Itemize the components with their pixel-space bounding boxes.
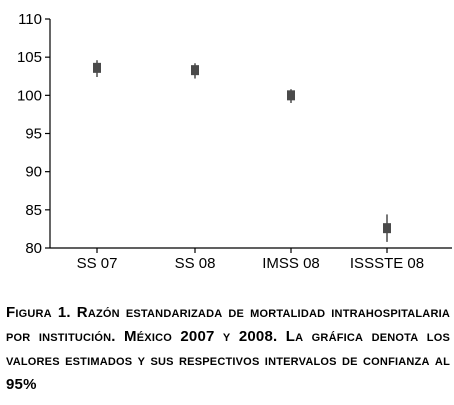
x-tick-label-1: SS 08 [175, 255, 216, 272]
x-tick-label-3: ISSSTE 08 [350, 255, 424, 272]
y-tick-label-85: 85 [25, 202, 42, 219]
y-tick-label-80: 80 [25, 240, 42, 257]
y-tick-label-95: 95 [25, 126, 42, 143]
y-axis: 80 85 90 95 100 105 110 [17, 11, 51, 257]
point-marker-0 [93, 62, 101, 73]
data-points [93, 60, 391, 242]
y-tick-label-100: 100 [17, 87, 42, 104]
point-marker-2 [287, 90, 295, 101]
point-marker-1 [191, 65, 199, 76]
x-tick-label-0: SS 07 [77, 255, 118, 272]
y-tick-label-110: 110 [18, 11, 42, 28]
figure-caption: Figura 1. Razón estandarizada de mortali… [6, 304, 450, 393]
y-tick-label-90: 90 [25, 164, 42, 181]
y-tick-label-105: 105 [17, 49, 42, 66]
chart: 80 85 90 95 100 105 110 SS 07 SS 08 IMSS 08 ISSST… [17, 11, 452, 272]
x-axis: SS 07 SS 08 IMSS 08 ISSSTE 08 [50, 247, 452, 272]
x-tick-label-2: IMSS 08 [262, 255, 320, 272]
point-marker-3 [383, 223, 391, 234]
